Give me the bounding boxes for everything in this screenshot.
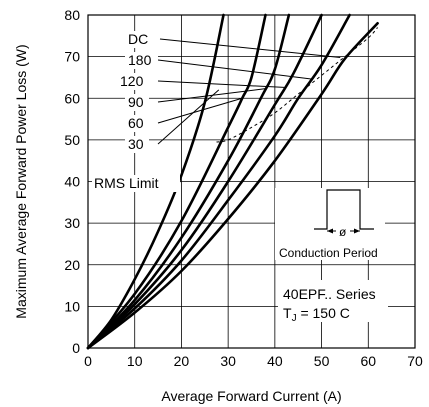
leader-30 bbox=[157, 89, 220, 145]
leader-90 bbox=[157, 88, 266, 103]
x-tick-label: 40 bbox=[267, 353, 283, 369]
curve-label-bg bbox=[125, 115, 149, 132]
curve-label-bg bbox=[125, 94, 149, 111]
label-leader-lines bbox=[157, 38, 341, 145]
curve-label-120: 120 bbox=[120, 73, 144, 89]
curve-labels: DC 180 120 90 60 30 bbox=[117, 31, 158, 153]
rms-limit-line bbox=[216, 27, 378, 143]
rms-limit-label: RMS Limit bbox=[94, 175, 159, 191]
x-tick-label: 10 bbox=[127, 353, 143, 369]
x-tick-label: 0 bbox=[84, 353, 92, 369]
x-tick-label: 70 bbox=[407, 353, 423, 369]
curve-label-bg bbox=[125, 52, 158, 69]
series-annotation: 40EPF.. Series TJ = 150 C bbox=[278, 280, 388, 324]
curve-label-180: 180 bbox=[128, 52, 152, 68]
curve-dc bbox=[86, 22, 379, 350]
y-tick-label: 40 bbox=[64, 174, 80, 190]
curve-90 bbox=[86, 13, 291, 350]
curve-label-dc: DC bbox=[128, 31, 148, 47]
curve-label-bg bbox=[117, 73, 150, 90]
x-tick-label: 30 bbox=[220, 353, 236, 369]
leader-120 bbox=[157, 80, 285, 88]
leader-60 bbox=[157, 97, 243, 124]
x-tick-label: 60 bbox=[360, 353, 376, 369]
x-tick-label: 20 bbox=[174, 353, 190, 369]
y-tick-label: 80 bbox=[64, 7, 80, 23]
y-tick-label: 70 bbox=[64, 49, 80, 65]
y-tick-label: 10 bbox=[64, 298, 80, 314]
curve-label-90: 90 bbox=[128, 94, 144, 110]
x-tick-label: 50 bbox=[314, 353, 330, 369]
leader-dc bbox=[159, 38, 341, 58]
curve-180 bbox=[86, 13, 351, 350]
curve-120 bbox=[86, 13, 323, 350]
x-axis-label: Average Forward Current (A) bbox=[161, 388, 341, 404]
curve-label-bg bbox=[125, 31, 149, 48]
curves-layer bbox=[86, 13, 379, 350]
curve-60 bbox=[86, 13, 267, 350]
leader-180 bbox=[157, 59, 313, 80]
curve-label-bg bbox=[125, 136, 149, 153]
conduction-pulse bbox=[314, 189, 374, 230]
tick-labels: 0 10 20 30 40 50 60 70 0 10 20 30 40 50 60 70 80 bbox=[64, 7, 423, 369]
tj-label: TJ = 150 C bbox=[283, 305, 350, 324]
curve-label-30: 30 bbox=[128, 136, 144, 152]
curve-30 bbox=[86, 13, 225, 350]
curve-label-60: 60 bbox=[128, 115, 144, 131]
y-tick-label: 20 bbox=[64, 257, 80, 273]
conduction-period-diagram: ø Conduction Period bbox=[275, 188, 385, 260]
y-tick-label: 60 bbox=[64, 90, 80, 106]
rms-limit-label-box bbox=[92, 175, 180, 192]
plot-frame bbox=[87, 14, 416, 349]
series-name-label: 40EPF.. Series bbox=[283, 286, 376, 302]
y-tick-label: 50 bbox=[64, 132, 80, 148]
phi-symbol: ø bbox=[339, 225, 347, 239]
conduction-period-label: Conduction Period bbox=[279, 246, 378, 260]
y-axis-label: Maximum Average Forward Power Loss (W) bbox=[13, 44, 29, 318]
y-tick-label: 0 bbox=[72, 340, 80, 356]
y-tick-label: 30 bbox=[64, 215, 80, 231]
